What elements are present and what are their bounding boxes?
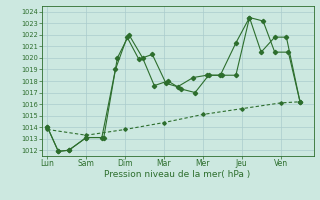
X-axis label: Pression niveau de la mer( hPa ): Pression niveau de la mer( hPa ) — [104, 170, 251, 179]
